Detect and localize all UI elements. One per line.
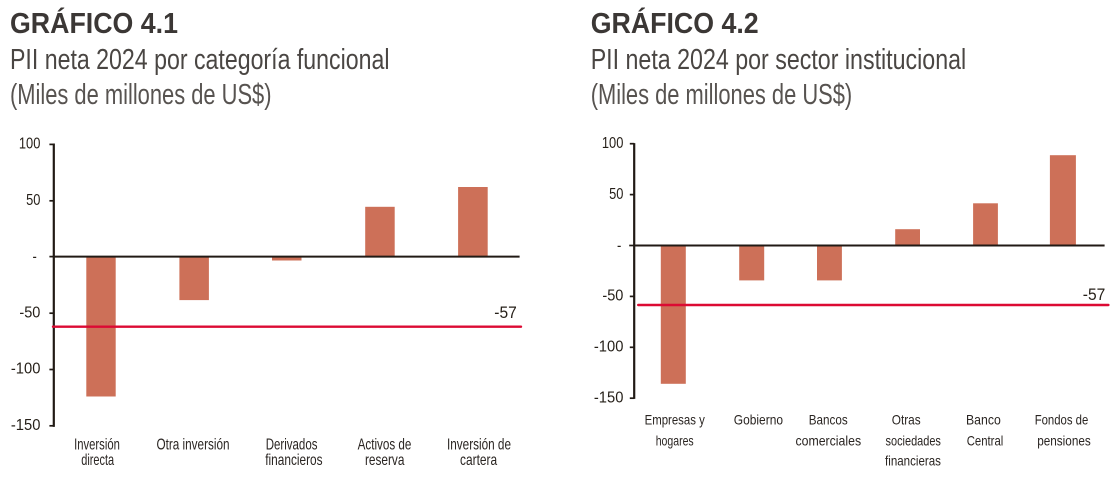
svg-text:comerciales: comerciales bbox=[795, 432, 861, 448]
svg-text:-50: -50 bbox=[602, 288, 623, 305]
svg-text:Bancos: Bancos bbox=[809, 412, 848, 428]
svg-text:(Miles de millones de US$): (Miles de millones de US$) bbox=[10, 79, 272, 111]
svg-text:50: 50 bbox=[609, 186, 623, 203]
svg-text:Derivados: Derivados bbox=[266, 436, 318, 453]
svg-text:Inversión de: Inversión de bbox=[447, 436, 511, 453]
svg-text:Inversión: Inversión bbox=[74, 436, 120, 453]
svg-text:Activos de: Activos de bbox=[358, 436, 412, 453]
svg-text:financieros: financieros bbox=[265, 452, 322, 469]
svg-text:Central: Central bbox=[967, 432, 1004, 448]
svg-text:sociedades: sociedades bbox=[886, 432, 941, 448]
svg-text:GRÁFICO 4.2: GRÁFICO 4.2 bbox=[591, 6, 759, 40]
svg-text:-100: -100 bbox=[11, 361, 41, 378]
svg-text:-150: -150 bbox=[11, 417, 41, 434]
svg-text:100: 100 bbox=[602, 135, 624, 152]
svg-text:Gobierno: Gobierno bbox=[734, 412, 783, 428]
svg-text:financieras: financieras bbox=[885, 452, 941, 468]
svg-text:PII neta 2024 por categoría fu: PII neta 2024 por categoría funcional bbox=[10, 44, 390, 76]
svg-text:hogares: hogares bbox=[656, 432, 694, 448]
svg-text:-: - bbox=[33, 248, 37, 265]
svg-text:Otras: Otras bbox=[892, 412, 921, 428]
svg-text:pensiones: pensiones bbox=[1037, 432, 1091, 448]
svg-text:100: 100 bbox=[19, 136, 41, 153]
svg-text:Otra inversión: Otra inversión bbox=[156, 436, 229, 453]
svg-text:50: 50 bbox=[26, 192, 40, 209]
svg-text:-50: -50 bbox=[19, 304, 40, 321]
svg-text:-57: -57 bbox=[494, 303, 517, 322]
svg-text:Empresas y: Empresas y bbox=[645, 412, 705, 428]
svg-text:(Miles de millones de US$): (Miles de millones de US$) bbox=[591, 79, 853, 111]
svg-text:directa: directa bbox=[81, 452, 114, 469]
svg-text:PII neta 2024 por sector insti: PII neta 2024 por sector institucional bbox=[591, 44, 967, 76]
svg-text:-: - bbox=[617, 237, 621, 254]
svg-text:-150: -150 bbox=[594, 390, 624, 407]
svg-text:Banco: Banco bbox=[966, 412, 1001, 428]
svg-text:reserva: reserva bbox=[365, 452, 405, 469]
svg-text:-100: -100 bbox=[594, 339, 624, 356]
svg-text:-57: -57 bbox=[1083, 285, 1106, 304]
svg-text:Fondos de: Fondos de bbox=[1035, 412, 1089, 428]
svg-text:GRÁFICO 4.1: GRÁFICO 4.1 bbox=[10, 6, 178, 40]
svg-text:cartera: cartera bbox=[460, 452, 497, 469]
